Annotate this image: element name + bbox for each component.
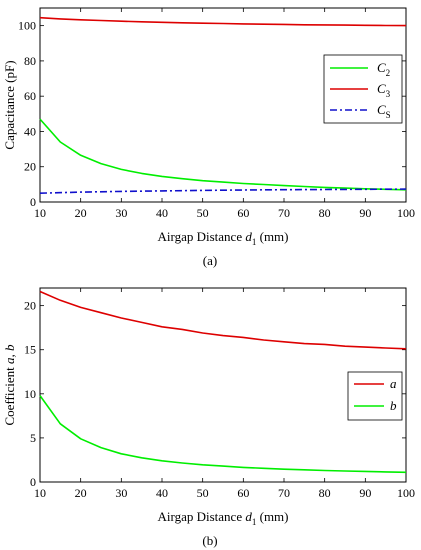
y-tick-label-b-4: 20 <box>24 299 36 313</box>
legend-a: C2 C3 CS <box>323 54 403 124</box>
x-tick-label-b-3: 40 <box>156 486 168 500</box>
y-axis-label-b: Coefficient a, b <box>2 344 17 426</box>
x-tick-label-a-1: 20 <box>75 206 87 220</box>
x-tick-label-a-2: 30 <box>115 206 127 220</box>
x-tick-label-a-0: 10 <box>34 206 46 220</box>
legend-label-a-1: C3 <box>377 81 391 99</box>
x-axis-label-a: Airgap Distance d1 (mm) <box>158 229 289 247</box>
ticks-a: 10 20 30 40 50 60 70 80 90 100 0 20 40 60 80 100 <box>18 8 415 220</box>
chart-panel-a: 10 20 30 40 50 60 70 80 90 100 0 20 40 60 80 100 C2 C3 … <box>2 7 415 268</box>
y-tick-label-a-4: 80 <box>24 54 36 68</box>
y-axis-label-a: Capacitance (pF) <box>2 60 17 149</box>
x-tick-label-a-3: 40 <box>156 206 168 220</box>
x-tick-label-a-8: 90 <box>359 206 371 220</box>
legend-label-a-2: CS <box>377 102 391 120</box>
series-line-a-0 <box>39 118 407 191</box>
series-line-b-0 <box>39 290 407 350</box>
y-tick-label-a-3: 60 <box>24 89 36 103</box>
legend-b: a b <box>347 371 403 421</box>
x-tick-label-b-7: 80 <box>319 486 331 500</box>
x-tick-label-a-6: 70 <box>278 206 290 220</box>
x-tick-label-a-4: 50 <box>197 206 209 220</box>
series-line-a-1 <box>39 16 407 27</box>
x-axis-label-b: Airgap Distance d1 (mm) <box>158 509 289 527</box>
y-tick-label-a-1: 20 <box>24 160 36 174</box>
caption-b: (b) <box>202 533 217 548</box>
ticks-b: 10 20 30 40 50 60 70 80 90 100 0 5 10 15 20 <box>24 288 415 500</box>
x-tick-label-b-9: 100 <box>397 486 415 500</box>
plot-area-b <box>39 287 407 483</box>
series-line-b-1 <box>39 395 407 474</box>
x-tick-label-b-8: 90 <box>359 486 371 500</box>
y-tick-label-b-0: 0 <box>30 475 36 489</box>
x-tick-label-b-6: 70 <box>278 486 290 500</box>
y-tick-label-b-1: 5 <box>30 431 36 445</box>
y-tick-label-a-0: 0 <box>30 195 36 209</box>
x-tick-label-b-2: 30 <box>115 486 127 500</box>
x-tick-label-a-7: 80 <box>319 206 331 220</box>
y-tick-label-b-2: 10 <box>24 387 36 401</box>
x-tick-label-a-9: 100 <box>397 206 415 220</box>
series-group-b <box>39 290 407 474</box>
legend-label-b-1: b <box>390 398 397 413</box>
y-tick-label-b-3: 15 <box>24 343 36 357</box>
caption-a: (a) <box>203 253 217 268</box>
legend-label-b-0: a <box>390 376 397 391</box>
x-tick-label-b-4: 50 <box>197 486 209 500</box>
x-tick-label-a-5: 60 <box>237 206 249 220</box>
chart-panel-b: 10 20 30 40 50 60 70 80 90 100 0 5 10 15 20 a b Coeffi… <box>2 287 415 548</box>
x-tick-label-b-0: 10 <box>34 486 46 500</box>
x-tick-label-b-5: 60 <box>237 486 249 500</box>
y-tick-label-a-5: 100 <box>18 19 36 33</box>
series-group-a <box>39 16 407 194</box>
y-tick-label-a-2: 40 <box>24 124 36 138</box>
series-line-a-2 <box>39 188 407 194</box>
x-tick-label-b-1: 20 <box>75 486 87 500</box>
legend-label-a-0: C2 <box>377 60 390 78</box>
legend-box-b <box>347 371 403 421</box>
